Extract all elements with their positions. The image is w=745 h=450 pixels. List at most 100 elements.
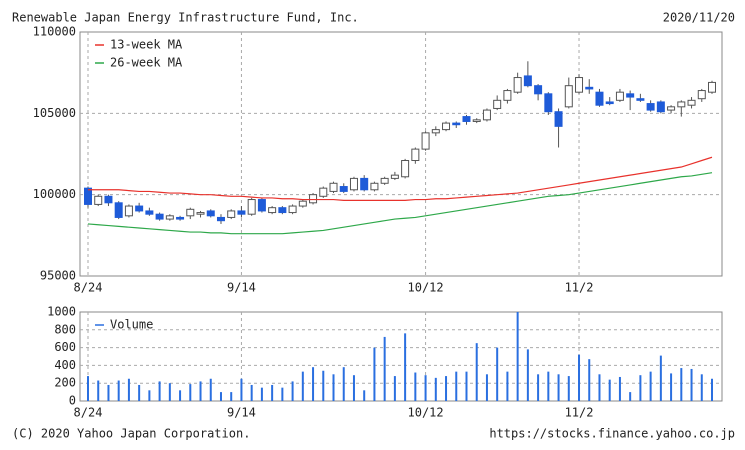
candle-body xyxy=(390,174,399,179)
source-url: https://stocks.finance.yahoo.co.jp xyxy=(489,427,735,441)
volume-bar xyxy=(618,376,621,401)
volume-bar xyxy=(158,381,161,401)
candle-body xyxy=(278,207,287,214)
candle-body xyxy=(677,101,686,108)
volume-bar xyxy=(301,371,304,401)
y-tick-label: 0 xyxy=(69,394,76,408)
volume-bar xyxy=(424,375,427,401)
volume-bar xyxy=(383,336,386,401)
volume-bar xyxy=(506,371,509,401)
volume-bar xyxy=(445,376,448,401)
candle-body xyxy=(656,101,665,113)
candle-body xyxy=(124,205,133,217)
legend-label: 13-week MA xyxy=(110,38,183,52)
candle-body xyxy=(247,199,256,215)
candle-body xyxy=(349,177,358,191)
volume-bar xyxy=(342,367,345,401)
volume-bar xyxy=(547,371,550,401)
volume-bar xyxy=(680,368,683,401)
volume-bar xyxy=(127,378,130,401)
candle-body xyxy=(646,103,655,111)
candle-body xyxy=(186,208,195,217)
volume-bar xyxy=(219,392,222,401)
y-tick-label: 600 xyxy=(54,340,76,354)
volume-bar xyxy=(629,392,632,401)
candle-body xyxy=(206,210,215,217)
volume-bar xyxy=(526,349,529,401)
volume-bar xyxy=(322,370,325,401)
volume-bar xyxy=(414,372,417,401)
candle-body xyxy=(544,93,553,113)
volume-bar xyxy=(434,377,437,401)
volume-bar xyxy=(700,374,703,401)
candle-body xyxy=(257,199,266,212)
candle-body xyxy=(114,202,123,218)
volume-bar xyxy=(567,376,570,401)
volume-bar xyxy=(260,387,263,401)
volume-bar xyxy=(138,384,141,401)
x-tick-label: 8/24 xyxy=(74,406,103,420)
volume-bar xyxy=(670,373,673,401)
legend-label: 26-week MA xyxy=(110,56,183,70)
candle-body xyxy=(554,111,563,127)
x-tick-label: 11/2 xyxy=(565,406,594,420)
candle-body xyxy=(84,187,92,205)
candle-body xyxy=(472,119,481,122)
volume-bar xyxy=(588,359,591,401)
candle-body xyxy=(452,122,461,126)
volume-bar xyxy=(199,381,202,401)
volume-bar xyxy=(373,347,376,401)
y-tick-label: 95000 xyxy=(40,269,76,283)
candle-body xyxy=(288,205,297,214)
volume-bar xyxy=(557,374,560,401)
volume-bar xyxy=(291,381,294,401)
volume-bar xyxy=(148,390,151,401)
x-tick-label: 8/24 xyxy=(74,281,103,295)
volume-bar xyxy=(578,354,581,401)
candle-body xyxy=(411,148,420,162)
candle-body xyxy=(585,86,594,90)
volume-bar xyxy=(87,376,89,401)
y-tick-label: 110000 xyxy=(33,25,76,39)
volume-bar xyxy=(230,392,233,401)
moving-average-line xyxy=(87,172,713,235)
y-tick-label: 105000 xyxy=(33,106,76,120)
volume-bar xyxy=(363,390,366,401)
volume-bar xyxy=(97,380,100,401)
candle-body xyxy=(431,129,440,134)
volume-bar xyxy=(312,367,315,401)
candle-body xyxy=(605,101,614,105)
candle-body xyxy=(237,210,246,215)
candle-body xyxy=(482,109,491,121)
volume-bar xyxy=(281,387,284,401)
volume-bar xyxy=(465,371,468,401)
candle-body xyxy=(626,93,635,98)
candle-body xyxy=(176,216,185,220)
volume-bar xyxy=(332,374,335,401)
volume-bar xyxy=(639,375,642,401)
volume-bar xyxy=(189,384,192,401)
volume-bar xyxy=(240,378,243,401)
candle-body xyxy=(329,182,338,192)
candle-body xyxy=(708,81,716,93)
copyright: (C) 2020 Yahoo Japan Corporation. xyxy=(12,427,250,441)
volume-bar xyxy=(649,371,652,401)
candle-body xyxy=(636,98,645,101)
candle-body xyxy=(227,210,236,218)
volume-bar xyxy=(179,390,182,401)
volume-bar xyxy=(537,374,540,401)
candle-body xyxy=(595,91,604,106)
volume-bar xyxy=(250,384,253,401)
candle-body xyxy=(462,116,471,122)
candle-body xyxy=(667,106,676,111)
y-tick-label: 200 xyxy=(54,376,76,390)
y-tick-label: 1000 xyxy=(47,305,76,319)
candle-body xyxy=(339,186,348,192)
volume-bar xyxy=(711,378,713,401)
volume-bar xyxy=(404,333,407,401)
candle-body xyxy=(216,216,225,222)
volume-bar xyxy=(516,312,519,401)
candle-body xyxy=(145,210,154,215)
candle-body xyxy=(697,90,706,100)
